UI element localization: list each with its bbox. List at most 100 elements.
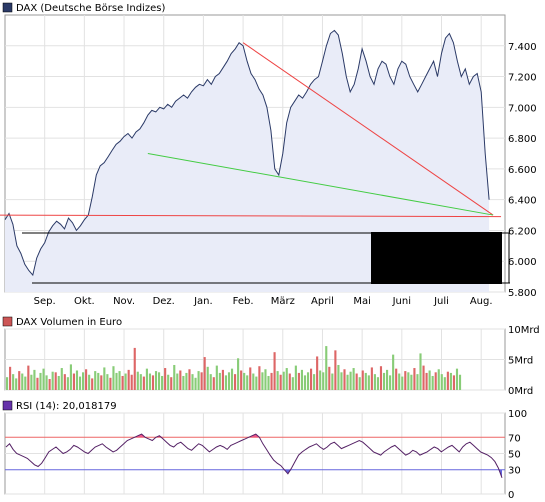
price-x-tick-label: Juni	[392, 296, 411, 307]
volume-bar	[182, 375, 185, 390]
volume-panel: DAX Volumen in Euro 10Mrd 5Mrd 0Mrd	[2, 316, 540, 397]
price-legend-marker	[2, 2, 13, 13]
volume-bar	[94, 371, 97, 390]
volume-bar	[209, 374, 212, 390]
volume-bar	[288, 373, 291, 390]
trendline	[242, 42, 494, 216]
volume-bar	[121, 375, 124, 390]
volume-bar	[407, 372, 410, 390]
volume-bar	[410, 374, 413, 390]
volume-bar	[376, 377, 380, 390]
volume-bar	[148, 373, 152, 390]
volume-bar	[364, 372, 367, 390]
volume-bar	[237, 358, 240, 390]
price-x-tick-label: Aug.	[470, 296, 493, 307]
volume-bar	[325, 346, 328, 390]
volume-bar	[57, 375, 60, 390]
rsi-y-tick-label: 0	[508, 490, 514, 501]
volume-bar	[230, 368, 234, 390]
volume-bar	[279, 374, 282, 390]
volume-bar	[48, 379, 51, 390]
volume-bar	[91, 378, 94, 390]
volume-bar	[267, 375, 270, 390]
volume-bar	[322, 372, 325, 390]
volume-bar	[446, 371, 449, 390]
volume-bar	[243, 372, 246, 390]
price-x-tick-label: Nov.	[113, 296, 135, 307]
volume-bar	[88, 374, 91, 390]
volume-bar	[200, 372, 203, 390]
volume-bar	[334, 350, 337, 390]
volume-bar	[352, 368, 355, 390]
volume-bar	[443, 377, 446, 390]
rsi-panel: RSI (14): 20,018179 100 70 50 30 0	[2, 400, 527, 501]
volume-bar	[276, 371, 279, 390]
volume-bar	[63, 374, 66, 390]
volume-bar	[27, 365, 30, 390]
volume-bar	[425, 372, 428, 390]
volume-bar	[346, 374, 349, 390]
volume-bar	[379, 366, 383, 390]
price-x-tick-label: Jan.	[193, 296, 213, 307]
price-trendlines	[0, 42, 502, 218]
volume-bar	[127, 369, 130, 390]
price-y-ticks: 7.400 7.200 7.000 6.800 6.600 6.400 6.200 6.000…	[508, 42, 537, 299]
volume-bar	[449, 372, 452, 390]
price-y-tick-label: 7.000	[508, 103, 537, 114]
volume-bar	[291, 377, 294, 390]
volume-bar	[118, 371, 121, 390]
volume-bar	[355, 373, 358, 390]
price-y-tick-label: 5.800	[508, 288, 537, 299]
volume-bar	[130, 374, 133, 390]
price-y-tick-label: 7.200	[508, 73, 537, 84]
volume-bar	[255, 376, 258, 390]
volume-bar	[133, 347, 136, 390]
price-x-tick-label: Okt.	[74, 296, 95, 307]
volume-bar	[42, 368, 45, 390]
volume-bar	[21, 373, 24, 390]
volume-legend-marker	[2, 316, 13, 327]
price-x-ticks: Sep. Okt. Nov. Dez. Jan. Feb. März April Mai Juni…	[34, 296, 493, 307]
price-y-tick-label: 6.800	[508, 134, 537, 145]
volume-bar	[367, 375, 370, 390]
volume-bar	[358, 377, 361, 390]
volume-bar	[437, 369, 440, 390]
volume-bar	[173, 364, 176, 390]
volume-bar	[452, 375, 456, 390]
volume-bar	[75, 370, 79, 390]
volume-bar	[434, 372, 437, 390]
volume-bar	[331, 373, 334, 390]
volume-bar	[45, 375, 48, 390]
volume-bar	[179, 370, 182, 390]
volume-bar	[33, 369, 36, 390]
volume-bar	[440, 374, 443, 390]
volume-bar	[313, 374, 316, 390]
volume-bar	[51, 371, 54, 390]
volume-bar	[194, 377, 197, 390]
price-x-tick-label: Dez.	[153, 296, 175, 307]
volume-bar	[340, 372, 343, 390]
volume-bar	[261, 372, 264, 390]
rsi-fill-layer	[6, 434, 502, 478]
price-x-tick-label: April	[311, 296, 334, 307]
volume-bar	[151, 375, 155, 390]
volume-bar	[124, 373, 127, 390]
volume-bar	[39, 372, 42, 390]
price-x-tick-label: Sep.	[34, 296, 56, 307]
trendline	[0, 214, 502, 218]
volume-bar	[416, 374, 419, 390]
volume-bar	[294, 365, 297, 390]
volume-bar	[270, 372, 273, 390]
volume-bar	[382, 372, 386, 390]
volume-bar	[191, 374, 194, 390]
volume-bar	[246, 375, 249, 390]
volume-bars	[6, 346, 462, 390]
volume-bar	[401, 376, 404, 390]
rsi-y-tick-label: 30	[508, 466, 521, 477]
volume-bar	[273, 352, 276, 390]
volume-bar	[109, 377, 112, 390]
volume-bar	[54, 372, 57, 390]
volume-bar	[6, 377, 9, 390]
volume-bar	[431, 375, 434, 390]
